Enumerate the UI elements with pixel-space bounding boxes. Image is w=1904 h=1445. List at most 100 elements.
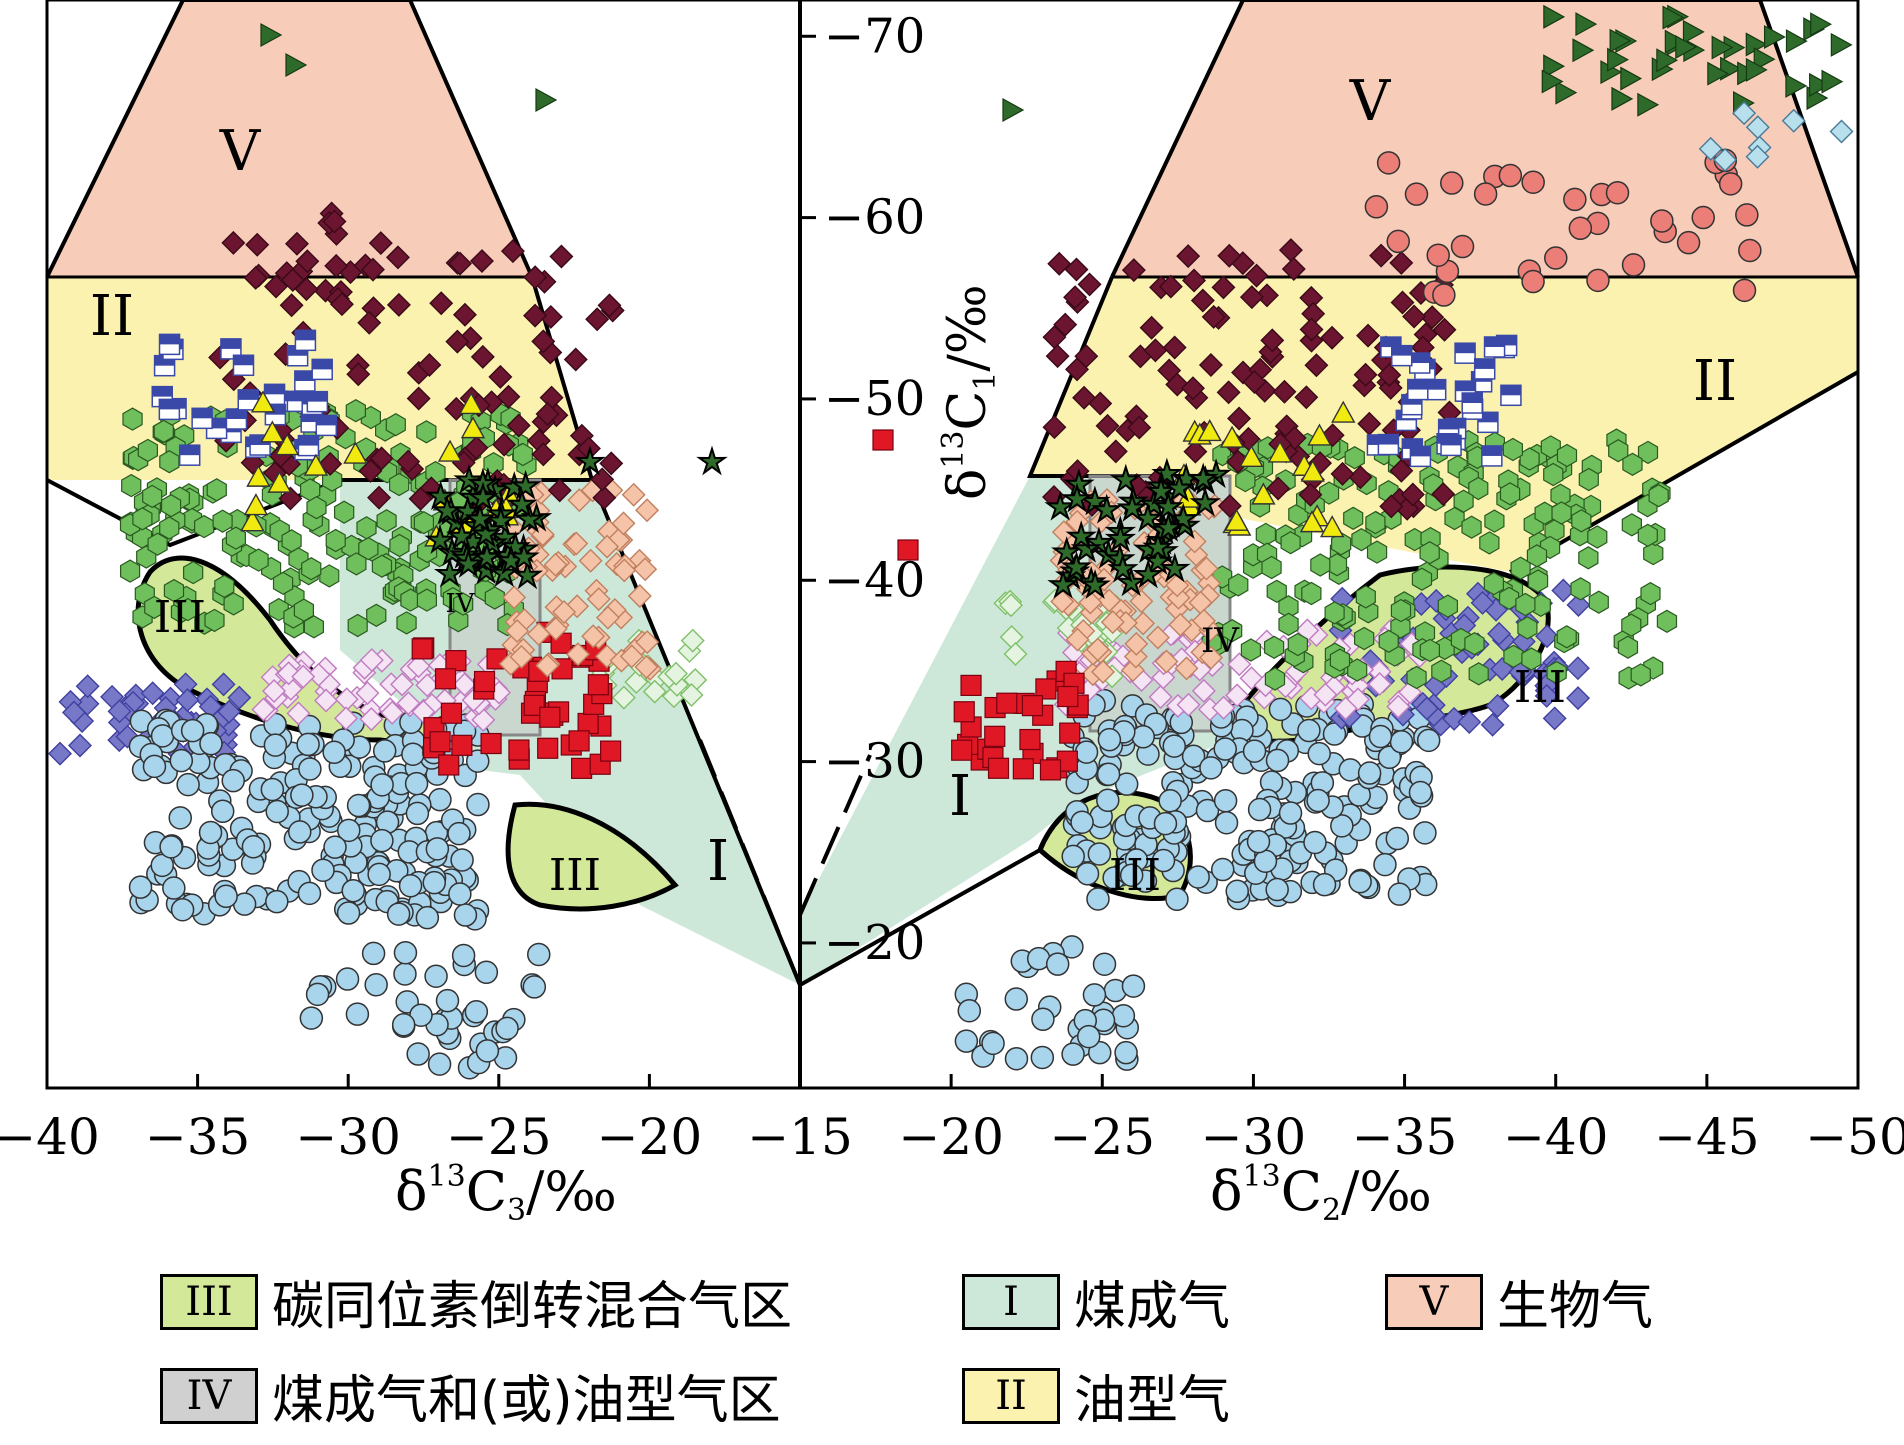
data-point — [334, 706, 359, 731]
data-point — [1586, 268, 1610, 293]
left-xlabel-main: C — [466, 1160, 507, 1223]
right-x-tick-label: −50 — [1805, 1108, 1904, 1166]
data-point — [368, 231, 393, 256]
data-point — [1411, 567, 1433, 591]
data-point — [1608, 439, 1629, 463]
data-point — [1386, 694, 1411, 719]
data-point — [1199, 645, 1224, 670]
data-point — [1444, 506, 1465, 531]
data-point — [422, 870, 447, 895]
data-point — [1210, 857, 1235, 882]
data-point — [1620, 66, 1643, 91]
data-point — [1607, 47, 1629, 72]
data-point — [214, 574, 235, 599]
data-point — [664, 661, 688, 686]
data-point — [1521, 170, 1545, 194]
data-point — [1121, 974, 1146, 998]
data-point — [635, 498, 660, 523]
data-point — [1151, 848, 1176, 873]
data-point — [204, 608, 225, 633]
data-point — [1057, 685, 1079, 708]
data-point — [1357, 761, 1382, 785]
data-point — [335, 967, 360, 991]
data-point — [1186, 865, 1210, 889]
data-point — [260, 777, 285, 802]
data-point — [425, 837, 450, 861]
data-point — [122, 407, 143, 431]
data-point — [1320, 325, 1345, 350]
data-point — [1110, 463, 1142, 494]
data-point — [159, 835, 183, 859]
data-point — [132, 507, 153, 531]
data-point — [206, 478, 227, 502]
data-point — [592, 485, 617, 510]
data-point — [251, 697, 276, 722]
data-point — [299, 1006, 324, 1030]
data-point — [314, 688, 339, 713]
data-point — [1153, 811, 1178, 836]
data-point — [142, 484, 163, 509]
data-point — [1556, 625, 1577, 649]
data-point — [1420, 305, 1445, 330]
data-point — [1267, 440, 1293, 463]
left-x-tick-label: −40 — [0, 1108, 100, 1166]
data-point — [1483, 571, 1505, 596]
data-point — [1044, 490, 1076, 521]
data-point — [68, 733, 92, 758]
data-point — [424, 480, 457, 511]
data-point — [1587, 525, 1608, 549]
data-point — [144, 595, 165, 620]
data-point — [341, 878, 365, 903]
data-point — [627, 584, 652, 609]
data-point — [1390, 598, 1412, 623]
data-point — [680, 628, 705, 653]
data-point — [509, 644, 534, 669]
data-point — [597, 293, 622, 318]
data-point — [471, 707, 496, 732]
data-point — [424, 964, 448, 988]
legend-swatch-V: V — [1385, 1273, 1483, 1330]
data-point — [427, 1052, 452, 1076]
data-point — [1461, 515, 1482, 539]
data-point — [347, 613, 368, 638]
data-point — [1225, 683, 1250, 708]
data-point — [1114, 772, 1139, 796]
data-point — [1201, 304, 1226, 329]
data-point — [1498, 163, 1523, 188]
data-point — [1162, 734, 1186, 758]
data-point — [1004, 1046, 1029, 1071]
data-point — [523, 303, 548, 328]
data-point — [1675, 35, 1698, 60]
legend-swatch-III: III — [160, 1273, 258, 1330]
data-point — [1637, 92, 1660, 117]
data-point — [581, 624, 606, 649]
data-point — [635, 630, 660, 655]
data-point — [398, 874, 423, 898]
data-point — [1568, 216, 1593, 241]
data-point — [621, 482, 646, 507]
data-point — [1682, 19, 1705, 44]
data-point — [107, 699, 132, 724]
data-point — [1732, 101, 1757, 126]
data-point — [281, 529, 302, 553]
label-right-III-lower: III — [1109, 850, 1161, 901]
data-point — [415, 905, 440, 930]
right-xlabel-sub: 2 — [1322, 1193, 1341, 1228]
data-point — [563, 347, 588, 372]
legend-label-V: 生物气 — [1497, 1277, 1654, 1337]
data-point — [319, 564, 340, 588]
data-point — [290, 783, 314, 807]
data-point — [285, 52, 308, 78]
right-x-tick-label: −25 — [1050, 1108, 1156, 1166]
data-point — [506, 488, 538, 519]
data-point — [1299, 317, 1324, 342]
data-point — [1240, 638, 1262, 662]
data-points — [48, 4, 1854, 1080]
data-point — [1127, 415, 1152, 440]
data-point — [386, 292, 411, 317]
data-point — [1376, 151, 1401, 175]
label-right-III-right: III — [1514, 662, 1566, 713]
data-point — [1468, 476, 1489, 501]
data-point — [1419, 638, 1441, 663]
data-point — [574, 445, 606, 476]
